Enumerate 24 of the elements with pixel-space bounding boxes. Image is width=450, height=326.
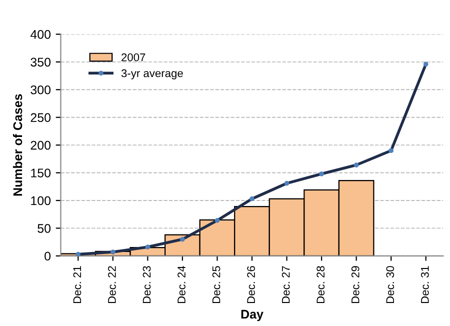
y-tick-label: 300	[30, 85, 51, 94]
y-tick-label: 250	[30, 113, 51, 122]
x-tick-label: Dec. 25	[212, 266, 220, 304]
x-tick-label: Dec. 24	[178, 266, 186, 304]
legend-label: 2007	[122, 53, 146, 62]
x-tick-label: Dec. 22	[108, 266, 116, 304]
y-tick-label: 350	[30, 58, 51, 67]
y-tick-label: 150	[31, 168, 51, 178]
x-tick-label: Dec. 31	[420, 266, 429, 304]
y-tick-label: 200	[30, 140, 51, 150]
x-tick-label: Dec. 26	[247, 266, 255, 304]
y-axis-title: Number of Cases	[12, 94, 22, 196]
legend-label: 3-yr average	[121, 69, 183, 80]
x-tick-label: Dec. 21	[73, 266, 82, 304]
x-axis-title: Day	[241, 310, 264, 322]
y-tick-label: 100	[31, 196, 51, 206]
x-tick-label: Dec. 27	[282, 266, 290, 304]
y-tick-label: 0	[44, 252, 51, 261]
x-tick-label: Dec. 23	[142, 266, 151, 304]
x-tick-label: Dec. 30	[386, 266, 394, 304]
x-tick-label: Dec. 29	[351, 266, 360, 304]
y-tick-label: 50	[38, 224, 51, 233]
y-tick-label: 400	[30, 30, 51, 39]
x-tick-label: Dec. 28	[316, 266, 325, 304]
